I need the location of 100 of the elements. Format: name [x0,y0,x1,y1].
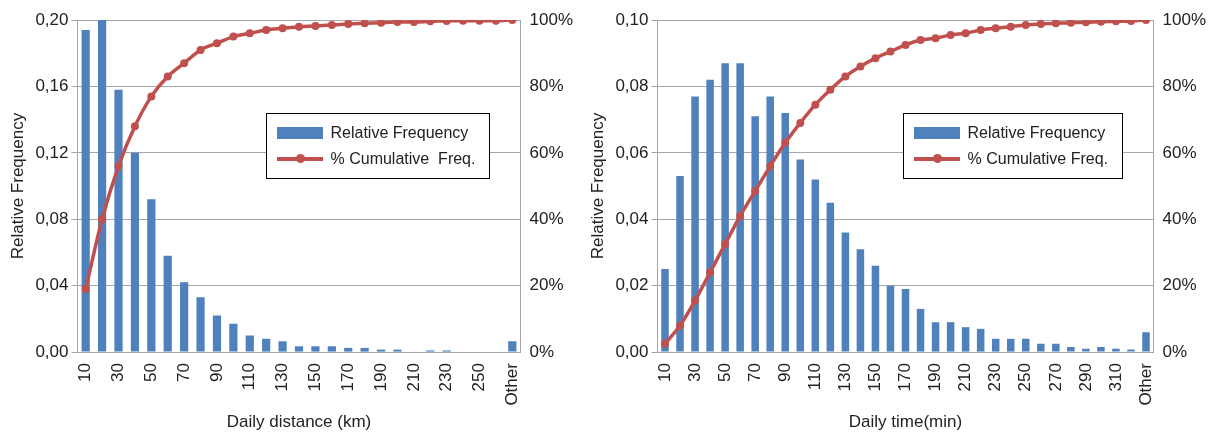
point [976,25,985,34]
point [721,240,730,249]
y2-tick-label: 100% [1162,9,1206,29]
legend-label: Relative Frequency [967,123,1106,142]
x-tick-label: 70 [173,363,193,383]
x-tick-label: Other [502,362,521,406]
y-tick-label: 0,04 [615,208,649,228]
bar [1097,347,1105,352]
bar [278,341,287,352]
legend-label: % Cumulative Freq. [330,149,476,168]
x-tick-label: 210 [403,363,423,392]
point [180,59,189,68]
y2-tick-label: 60% [529,142,564,162]
bar [130,152,140,352]
x-tick-label: 190 [925,363,945,392]
point [377,20,386,27]
bar [147,199,156,352]
point [991,24,1000,33]
bar [163,255,172,352]
point [856,62,865,71]
bar [1037,343,1045,352]
point [262,25,271,34]
bar [826,202,835,352]
point [901,40,910,49]
x-tick-label: 150 [865,363,885,392]
bar [781,112,790,352]
point [946,30,955,39]
y-tick-label: 0,04 [35,275,69,295]
point [766,162,775,171]
x-tick-label: 130 [272,363,292,392]
y2-tick-label: 0% [1162,341,1188,361]
x-tick-label: 250 [1015,363,1035,392]
x-tick-label: 30 [684,363,704,383]
point [130,122,139,131]
y-axis-title: Relative Frequency [587,112,607,260]
bar [796,159,805,352]
bar [886,285,895,352]
x-tick-label: 150 [305,363,325,392]
point [278,24,287,33]
point [826,85,835,94]
legend-label: % Cumulative Freq. [967,149,1109,168]
point [1036,20,1045,28]
bar [180,282,189,352]
x-tick-label: 190 [370,363,390,392]
bar [811,179,820,352]
x-tick-label: 70 [744,363,764,383]
bar [212,315,222,352]
bar [81,29,90,352]
x-tick-label: 90 [206,363,226,383]
point [1021,20,1030,29]
x-tick-label: 290 [1075,363,1095,392]
x-tick-label: 250 [469,363,489,392]
y2-tick-label: 80% [529,76,564,96]
point [1006,22,1015,31]
point [295,22,303,31]
x-tick-label: 230 [985,363,1005,392]
y-tick-label: 0,16 [35,76,69,96]
y2-tick-label: 40% [1162,208,1197,228]
bar [196,297,205,352]
point [327,20,336,29]
y-tick-label: 0,06 [615,142,649,162]
bar [706,79,714,352]
bar [262,338,271,352]
bar [691,96,699,352]
point [147,92,156,101]
point [311,21,320,30]
bar [344,347,353,352]
x-tick-label: 10 [654,363,674,383]
y2-tick-label: 60% [1162,142,1197,162]
y-tick-label: 0,10 [615,9,649,29]
point [751,187,760,196]
bar [736,63,744,352]
x-tick-label: 50 [141,363,161,383]
bar [311,346,320,352]
point [841,72,850,81]
bar [766,96,774,352]
point [81,284,90,293]
x-tick-label: 170 [337,363,357,392]
bar [721,63,729,352]
bar [294,346,304,352]
point [871,54,880,63]
point [796,118,805,127]
bar [751,116,759,352]
x-tick-label: 310 [1105,363,1125,392]
y2-tick-label: 100% [529,9,573,29]
bar [229,323,238,352]
y2-tick-label: 20% [529,275,564,295]
bar [508,341,517,352]
bar [1067,347,1075,352]
point [961,29,970,38]
bar [114,89,123,352]
y-tick-label: 0,00 [615,341,649,361]
y2-tick-label: 80% [1162,76,1197,96]
bar [946,322,955,352]
bar [961,327,970,352]
point [676,321,685,330]
point [1081,20,1090,27]
bar [360,347,369,352]
bar [327,346,336,352]
bar [841,232,850,352]
